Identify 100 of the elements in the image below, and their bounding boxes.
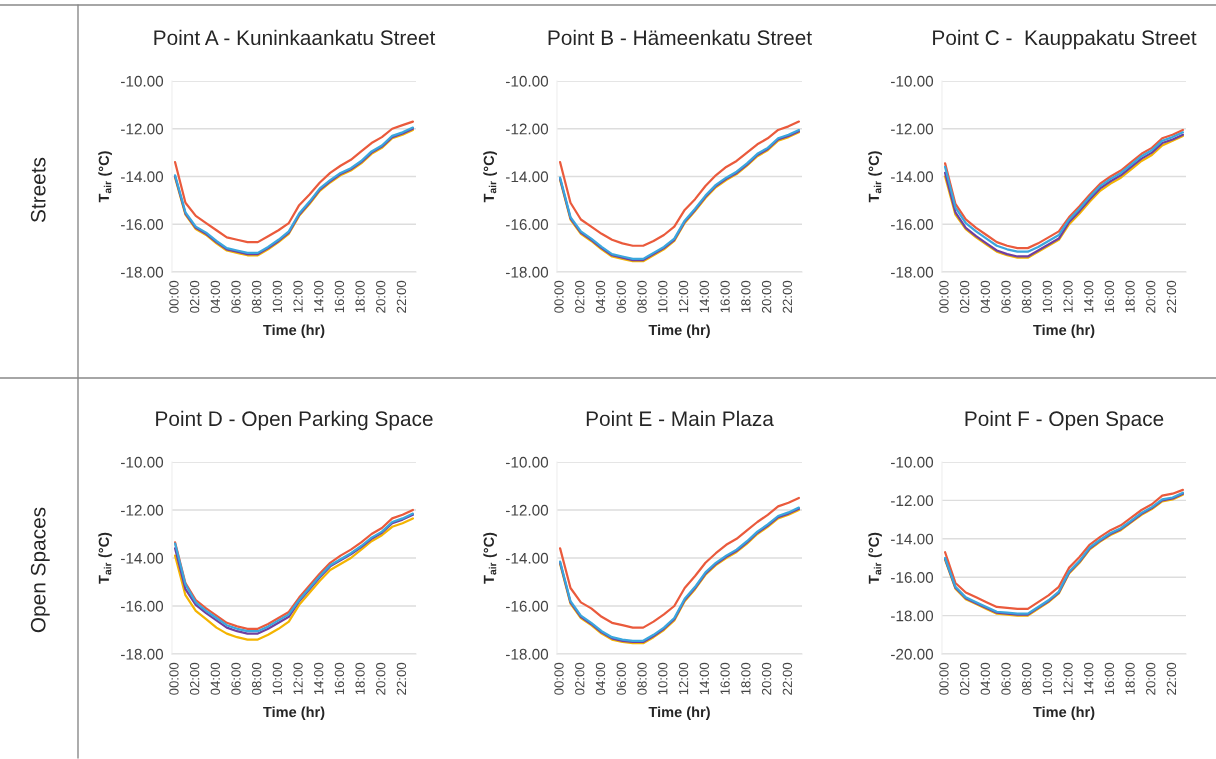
- x-tick-label: 14:00: [314, 280, 324, 313]
- y-tick-label: -18.00: [506, 648, 549, 660]
- x-tick-label: 18:00: [355, 280, 365, 313]
- x-tick-label: 10:00: [1042, 662, 1053, 695]
- x-tick-label: 14:00: [699, 280, 709, 313]
- y-tick-label: -18.00: [121, 648, 164, 660]
- x-tick-label: 16:00: [1104, 280, 1115, 313]
- x-tick-label: 04:00: [980, 280, 990, 313]
- y-tick-label: -10.00: [121, 456, 164, 468]
- y-tick-label: -14.00: [506, 552, 549, 564]
- x-tick-label: 10:00: [1042, 280, 1053, 313]
- x-tick-label: 22:00: [782, 662, 793, 695]
- y-tick-label: -12.00: [506, 123, 549, 135]
- y-tick-label: -16.00: [891, 572, 934, 583]
- x-tick-label: 22:00: [396, 280, 407, 313]
- x-tick-label: 12:00: [1063, 280, 1073, 313]
- x-tick-label: 06:00: [616, 280, 626, 313]
- y-tick-label: -20.00: [891, 648, 934, 660]
- x-tick-label: 16:00: [334, 662, 345, 695]
- x-tick-label: 12:00: [1063, 662, 1073, 695]
- x-tick-label: 14:00: [314, 662, 324, 695]
- x-tick-label: 02:00: [959, 280, 970, 313]
- x-tick-label: 18:00: [741, 280, 751, 313]
- x-tick-label: 18:00: [1125, 662, 1135, 695]
- x-tick-label: 20:00: [761, 662, 772, 695]
- chart-title: Point A - Kuninkaankatu Street: [154, 29, 436, 46]
- x-axis-title: Time (hr): [648, 324, 710, 339]
- x-tick-label: 08:00: [1022, 280, 1032, 313]
- y-tick-label: -14.00: [121, 171, 164, 183]
- x-tick-label: 00:00: [554, 280, 564, 313]
- x-tick-label: 20:00: [761, 280, 772, 313]
- x-tick-label: 20:00: [376, 662, 386, 695]
- x-tick-label: 12:00: [293, 662, 303, 695]
- x-tick-label: 16:00: [720, 280, 730, 313]
- y-tick-label: -10.00: [506, 456, 549, 468]
- x-tick-label: 08:00: [1022, 662, 1032, 695]
- text: Streets: [30, 157, 46, 223]
- x-tick-label: 12:00: [678, 280, 689, 313]
- y-tick-label: -18.00: [891, 266, 934, 278]
- x-tick-label: 20:00: [1146, 662, 1156, 695]
- y-tick-label: -10.00: [121, 75, 164, 87]
- x-tick-label: 10:00: [272, 280, 283, 313]
- x-tick-label: 12:00: [293, 280, 303, 313]
- y-axis-title: T$_{air}$ (°C): [98, 151, 112, 203]
- y-tick-label: -14.00: [891, 171, 934, 183]
- y-tick-label: -12.00: [121, 504, 164, 516]
- y-axis-title: T$_{air}$ (°C): [868, 151, 882, 203]
- x-tick-label: 14:00: [699, 662, 709, 695]
- x-tick-label: 16:00: [1104, 662, 1115, 695]
- y-tick-label: -18.00: [506, 266, 549, 278]
- x-tick-label: 06:00: [231, 280, 241, 313]
- x-tick-label: 22:00: [782, 280, 793, 313]
- x-tick-label: 00:00: [939, 662, 949, 695]
- x-tick-label: 10:00: [272, 662, 283, 695]
- x-tick-label: 16:00: [720, 662, 730, 695]
- x-tick-label: 14:00: [1084, 280, 1094, 313]
- x-tick-label: 10:00: [658, 662, 668, 695]
- x-tick-label: 08:00: [637, 280, 647, 313]
- y-axis-title: T$_{air}$ (°C): [483, 151, 497, 203]
- x-tick-label: 08:00: [252, 662, 262, 695]
- x-tick-label: 00:00: [169, 662, 179, 695]
- chart-title: Point B - Hämeenkatu Street: [548, 29, 812, 46]
- x-tick-label: 04:00: [595, 280, 606, 313]
- x-tick-label: 02:00: [959, 662, 970, 695]
- y-tick-label: -12.00: [891, 123, 934, 135]
- y-tick-label: -12.00: [506, 504, 549, 516]
- y-tick-label: -12.00: [121, 123, 164, 135]
- x-tick-label: 08:00: [637, 662, 647, 695]
- y-tick-label: -12.00: [891, 495, 934, 507]
- y-tick-label: -14.00: [121, 552, 164, 564]
- x-tick-label: 20:00: [376, 280, 386, 313]
- y-tick-label: -14.00: [891, 533, 934, 545]
- x-axis-title: Time (hr): [648, 706, 710, 721]
- y-axis-title: T$_{air}$ (°C): [483, 532, 497, 584]
- chart-title: Point E - Main Plaza: [586, 410, 774, 427]
- x-tick-label: 02:00: [189, 280, 200, 313]
- x-tick-label: 06:00: [231, 662, 241, 695]
- x-tick-label: 02:00: [189, 662, 200, 695]
- x-tick-label: 04:00: [595, 662, 606, 695]
- x-tick-label: 18:00: [1125, 280, 1135, 313]
- x-tick-label: 10:00: [658, 280, 668, 313]
- x-tick-label: 00:00: [169, 280, 179, 313]
- y-tick-label: -16.00: [121, 219, 164, 230]
- x-axis-title: Time (hr): [1033, 706, 1095, 721]
- y-tick-label: -16.00: [506, 219, 549, 230]
- x-tick-label: 04:00: [210, 662, 220, 695]
- y-axis-title: T$_{air}$ (°C): [868, 532, 882, 584]
- y-tick-label: -18.00: [891, 610, 934, 622]
- x-tick-label: 12:00: [678, 662, 689, 695]
- x-tick-label: 00:00: [554, 662, 564, 695]
- x-tick-label: 16:00: [334, 280, 345, 313]
- x-tick-label: 22:00: [1166, 280, 1177, 313]
- x-tick-label: 04:00: [980, 662, 990, 695]
- chart-title: Point C - Kauppakatu Street: [933, 29, 1197, 50]
- y-tick-label: -10.00: [891, 75, 934, 87]
- x-tick-label: 22:00: [1166, 662, 1177, 695]
- y-tick-label: -10.00: [891, 456, 934, 468]
- x-tick-label: 02:00: [575, 280, 585, 313]
- x-tick-label: 14:00: [1084, 662, 1094, 695]
- x-tick-label: 22:00: [396, 662, 407, 695]
